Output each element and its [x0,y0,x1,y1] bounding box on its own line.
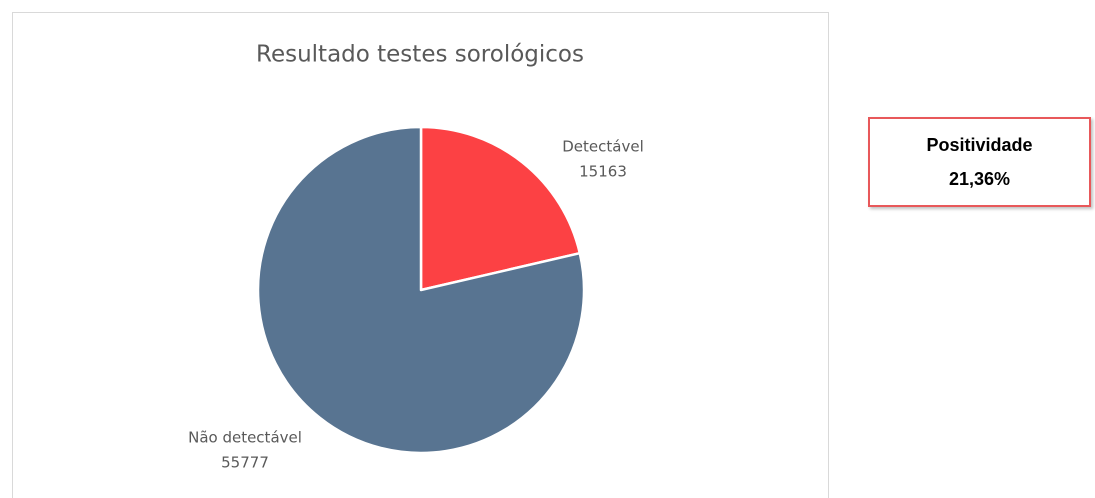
callout-box: Positividade 21,36% [868,117,1091,207]
slice-value: 15163 [579,163,627,181]
chart-title: Resultado testes sorológicos [256,42,584,68]
chart: Resultado testes sorológicos Detectável 1… [12,12,829,498]
slice-label: Detectável [562,138,643,156]
pie-slice [256,125,586,455]
callout-title: Positividade [926,135,1033,155]
callout-value: 21,36% [948,169,1011,189]
slice-label: Não detectável [188,429,302,447]
pie-slice [419,125,582,292]
slice-value: 55777 [221,454,269,472]
